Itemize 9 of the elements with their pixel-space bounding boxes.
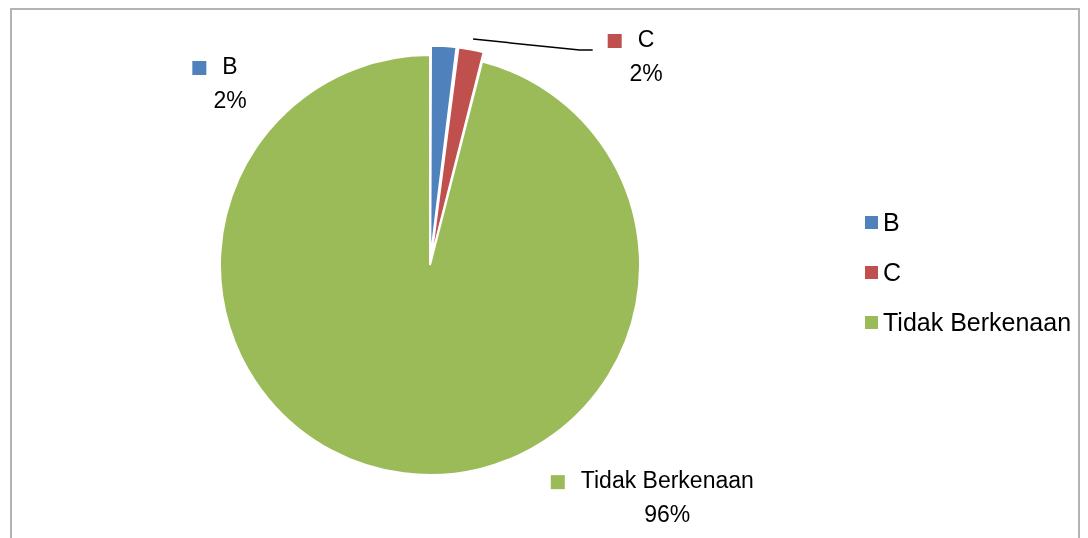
data-label: 2% <box>629 60 663 87</box>
category-label: C <box>883 257 902 286</box>
data-label: 96% <box>644 501 691 528</box>
legend-label: C <box>637 26 655 53</box>
legend-label: B <box>222 53 238 80</box>
legend-label: Tidak Berkenaan <box>580 467 754 494</box>
category-label: Tidak Berkenaan <box>883 307 1072 336</box>
data-label: 2% <box>213 87 247 114</box>
category-label: B <box>883 207 900 236</box>
